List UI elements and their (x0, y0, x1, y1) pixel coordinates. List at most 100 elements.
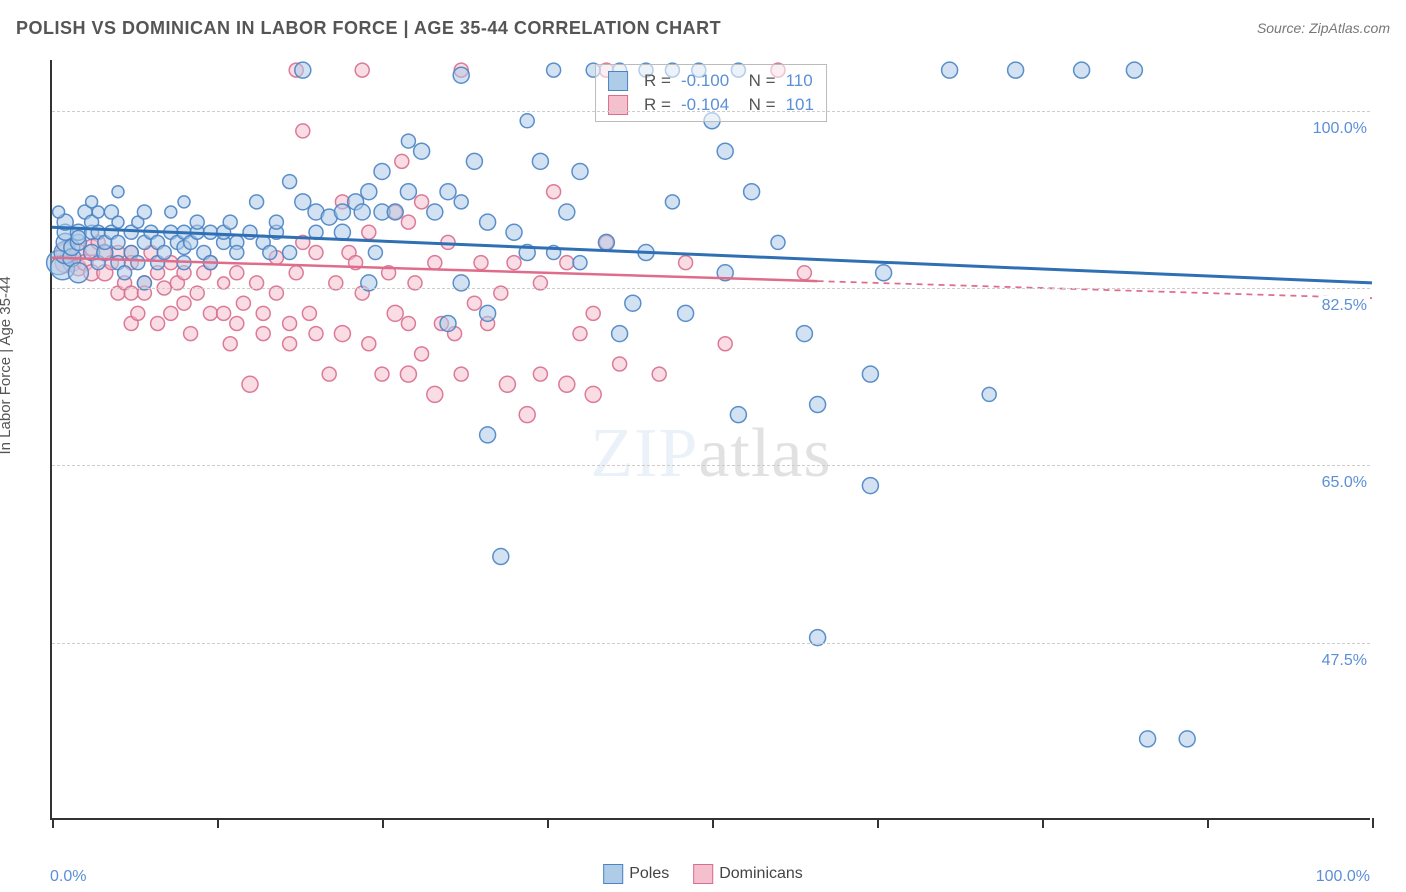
data-point (250, 195, 264, 209)
data-point (111, 235, 125, 249)
data-point (612, 326, 628, 342)
data-point (547, 185, 561, 199)
x-axis-label-max: 100.0% (1316, 868, 1370, 886)
chart-title: POLISH VS DOMINICAN IN LABOR FORCE | AGE… (16, 18, 721, 38)
data-point (585, 386, 601, 402)
data-point (862, 366, 878, 382)
x-axis-tick (52, 818, 54, 828)
r-label: R = (644, 69, 671, 93)
data-point (230, 266, 244, 280)
data-point (242, 376, 258, 392)
legend-item: Poles (603, 864, 669, 884)
data-point (387, 305, 403, 321)
data-point (230, 246, 244, 260)
data-point (217, 306, 231, 320)
data-point (876, 265, 892, 281)
data-point (269, 215, 283, 229)
x-axis-tick (877, 818, 879, 828)
data-point (586, 306, 600, 320)
data-point (68, 263, 88, 283)
data-point (177, 296, 191, 310)
data-point (131, 306, 145, 320)
data-point (519, 407, 535, 423)
data-point (440, 315, 456, 331)
y-axis-tick-label: 65.0% (1319, 473, 1370, 493)
data-point (309, 246, 323, 260)
gridline (52, 465, 1370, 466)
source-prefix: Source: (1257, 20, 1309, 36)
data-point (547, 63, 561, 77)
x-axis-tick (1042, 818, 1044, 828)
data-point (942, 62, 958, 78)
data-point (362, 225, 376, 239)
data-point (151, 316, 165, 330)
data-point (1008, 62, 1024, 78)
data-point (532, 153, 548, 169)
legend-item: Dominicans (693, 864, 803, 884)
data-point (401, 316, 415, 330)
data-point (387, 204, 403, 220)
data-point (480, 427, 496, 443)
data-point (796, 326, 812, 342)
legend-label: Dominicans (719, 865, 803, 882)
source-attribution: Source: ZipAtlas.com (1257, 20, 1390, 36)
data-point (506, 224, 522, 240)
source-name: ZipAtlas.com (1309, 20, 1390, 36)
data-point (283, 337, 297, 351)
data-point (415, 347, 429, 361)
data-point (730, 407, 746, 423)
r-label: R = (644, 93, 671, 117)
data-point (165, 206, 177, 218)
data-point (415, 195, 429, 209)
data-point (302, 306, 316, 320)
data-point (256, 327, 270, 341)
data-point (354, 204, 370, 220)
data-point (137, 205, 151, 219)
data-point (223, 215, 237, 229)
data-point (625, 295, 641, 311)
data-point (718, 337, 732, 351)
data-point (862, 478, 878, 494)
gridline (52, 288, 1370, 289)
data-point (466, 153, 482, 169)
data-point (295, 62, 311, 78)
data-point (573, 256, 587, 270)
data-point (190, 215, 204, 229)
x-axis-label-min: 0.0% (50, 868, 86, 886)
data-point (184, 327, 198, 341)
data-point (92, 206, 104, 218)
data-point (256, 306, 270, 320)
data-point (223, 337, 237, 351)
data-point (263, 246, 277, 260)
data-point (118, 266, 132, 280)
data-point (283, 316, 297, 330)
legend-label: Poles (629, 865, 669, 882)
data-point (982, 387, 996, 401)
data-point (283, 175, 297, 189)
data-point (427, 204, 443, 220)
data-point (283, 246, 297, 260)
data-point (322, 367, 336, 381)
data-point (679, 256, 693, 270)
data-point (1140, 731, 1156, 747)
x-axis-tick (1207, 818, 1209, 828)
n-value: 101 (786, 93, 814, 117)
data-point (361, 184, 377, 200)
x-axis-tick (217, 818, 219, 828)
legend-swatch (603, 864, 623, 884)
trend-line (52, 227, 1372, 283)
stats-box: R =-0.100 N =110R =-0.104 N =101 (595, 64, 827, 122)
data-point (613, 357, 627, 371)
data-point (440, 184, 456, 200)
data-point (295, 194, 311, 210)
x-axis-tick (712, 818, 714, 828)
data-point (334, 326, 350, 342)
data-point (309, 327, 323, 341)
y-axis-title: In Labor Force | Age 35-44 (0, 276, 14, 454)
data-point (467, 296, 481, 310)
data-point (334, 204, 350, 220)
stats-row: R =-0.104 N =101 (608, 93, 814, 117)
data-point (453, 67, 469, 83)
data-point (131, 256, 145, 270)
n-label: N = (739, 93, 775, 117)
